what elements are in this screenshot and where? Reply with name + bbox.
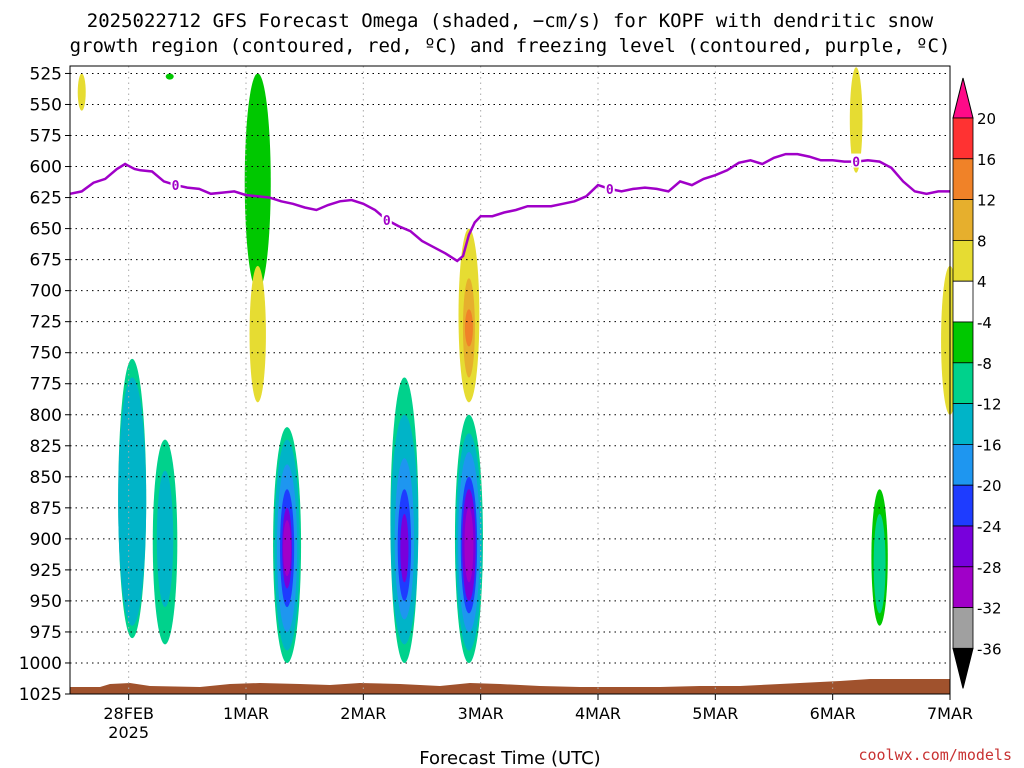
freezing-level-label: 0 <box>852 156 860 171</box>
y-axis-ticks: 525 550 575 600 625 650 675 700 725 750 775 800 825 8… <box>19 64 70 705</box>
colorbar-swatch <box>952 362 974 404</box>
colorbar-swatch <box>952 403 974 445</box>
colorbar-top-arrow <box>952 77 974 119</box>
x-tick-label: 4MAR <box>575 704 621 723</box>
y-tick-label: 775 <box>30 375 62 395</box>
omega-region <box>464 507 474 583</box>
freezing-level-label: 0 <box>383 214 391 229</box>
chart-title-line1: 2025022712 GFS Forecast Omega (shaded, −… <box>87 10 934 32</box>
y-tick-label: 675 <box>30 251 62 271</box>
colorbar-label: -32 <box>977 600 1002 618</box>
freezing-level-label-bg <box>604 180 615 195</box>
x-tick-label: 2MAR <box>340 704 386 723</box>
colorbar-swatch <box>952 443 974 486</box>
y-tick-label: 925 <box>30 561 62 581</box>
colorbar-bottom-arrow <box>952 647 974 689</box>
x-tick-label: 3MAR <box>458 704 504 723</box>
omega-region <box>849 67 863 173</box>
colorbar-swatch <box>952 566 974 608</box>
y-tick-label: 550 <box>30 95 62 115</box>
omega-region <box>118 377 147 626</box>
y-tick-label: 1025 <box>19 685 62 705</box>
colorbar-label: -28 <box>977 559 1002 577</box>
x-tick-label: 6MAR <box>810 704 856 723</box>
x-tick-label: 7MAR <box>927 704 973 723</box>
y-tick-label: 875 <box>30 499 62 519</box>
omega-region <box>464 309 473 347</box>
colorbar-label: 8 <box>977 232 987 250</box>
freezing-level-label-bg <box>170 177 181 192</box>
colorbar-label: 16 <box>977 151 996 169</box>
plot-area <box>70 66 950 694</box>
omega-region <box>244 73 271 291</box>
colorbar: 20 16 12 8 4 -4 -8 -12 -16 -20 -24 -28 -32 -36 <box>952 77 1002 689</box>
colorbar-swatch <box>952 525 974 568</box>
chart-title-line2: growth region (contoured, red, ºC) and f… <box>70 35 951 57</box>
colorbar-label: 20 <box>977 110 996 128</box>
colorbar-label: -4 <box>977 314 992 332</box>
colorbar-label: -12 <box>977 396 1002 414</box>
y-tick-label: 950 <box>30 592 62 612</box>
colorbar-swatch <box>952 484 974 527</box>
y-tick-label: 850 <box>30 468 62 488</box>
colorbar-swatch <box>952 280 974 323</box>
omega-shading <box>77 67 959 663</box>
freezing-level-label-bg <box>851 153 862 168</box>
omega-region <box>165 73 174 80</box>
colorbar-swatch <box>952 117 974 160</box>
y-tick-label: 825 <box>30 437 62 457</box>
colorbar-label: -20 <box>977 477 1002 495</box>
omega-region <box>156 470 174 608</box>
omega-region <box>873 514 886 614</box>
credit-text: coolwx.com/models <box>858 746 1012 764</box>
colorbar-label: 4 <box>977 273 987 291</box>
x-tick-label: 28FEB <box>103 704 154 723</box>
y-tick-label: 575 <box>30 127 62 147</box>
y-tick-label: 700 <box>30 282 62 302</box>
colorbar-swatch <box>952 199 974 241</box>
y-tick-label: 1000 <box>19 654 62 674</box>
freezing-level-line <box>69 152 950 263</box>
y-tick-label: 725 <box>30 313 62 333</box>
y-tick-label: 650 <box>30 220 62 240</box>
colorbar-swatch <box>952 239 974 282</box>
freezing-level-label: 0 <box>172 179 180 194</box>
colorbar-label: 12 <box>977 192 996 210</box>
terrain-surface <box>70 679 950 694</box>
colorbar-label: -16 <box>977 436 1002 454</box>
y-tick-label: 900 <box>30 530 62 550</box>
y-tick-label: 800 <box>30 406 62 426</box>
x-tick-label: 1MAR <box>223 704 269 723</box>
y-tick-label: 525 <box>30 64 62 84</box>
y-tick-label: 625 <box>30 189 62 209</box>
y-tick-label: 750 <box>30 344 62 364</box>
x-tick-sublabel: 2025 <box>108 723 149 742</box>
y-tick-label: 975 <box>30 623 62 643</box>
x-axis-label: Forecast Time (UTC) <box>419 748 600 768</box>
colorbar-label: -36 <box>977 640 1002 658</box>
colorbar-swatch <box>952 321 974 364</box>
freezing-level-label: 0 <box>606 183 614 198</box>
colorbar-swatch <box>952 158 974 201</box>
freezing-level-contour: 0 0 0 0 <box>69 152 950 263</box>
x-tick-label: 5MAR <box>692 704 738 723</box>
omega-region <box>283 520 292 577</box>
colorbar-label: -24 <box>977 518 1002 536</box>
plot-frame <box>69 65 951 695</box>
omega-region <box>77 73 86 111</box>
omega-region <box>249 265 266 403</box>
y-tick-label: 600 <box>30 158 62 178</box>
colorbar-label: -8 <box>977 355 992 373</box>
colorbar-swatch <box>952 607 974 649</box>
omega-region <box>400 514 409 583</box>
freezing-level-label-bg <box>381 211 392 226</box>
